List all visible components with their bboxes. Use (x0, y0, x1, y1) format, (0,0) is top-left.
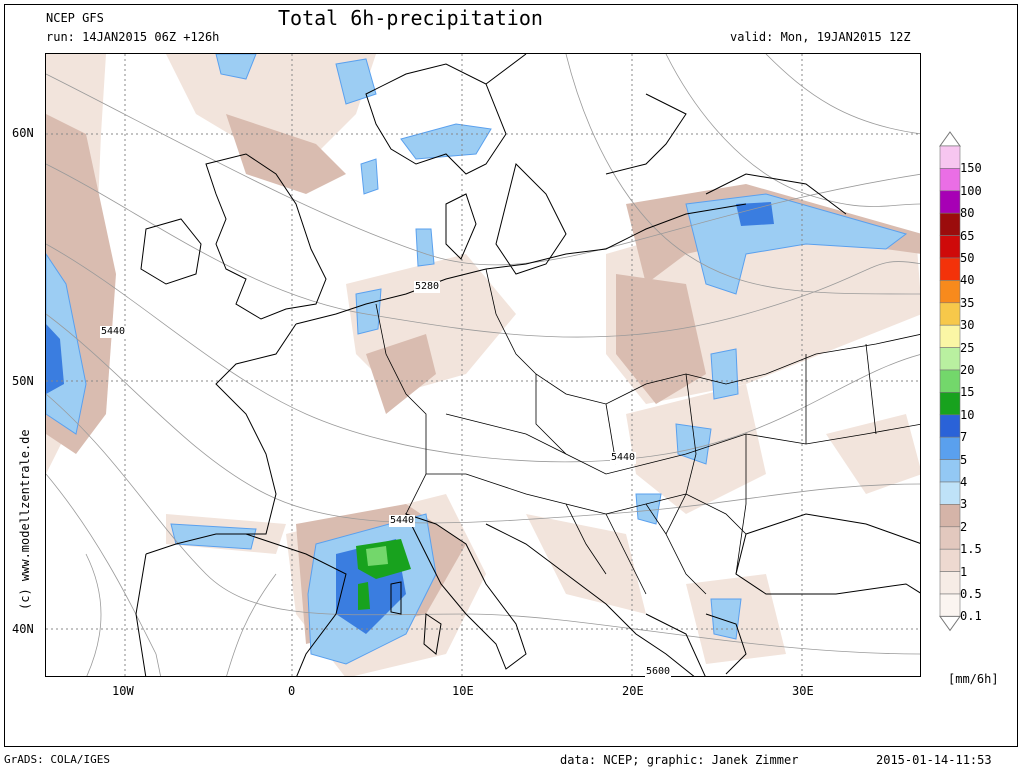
legend-label-35: 35 (960, 295, 975, 310)
lat-label-50n: 50N (12, 374, 34, 388)
legend-swatch-7 (939, 414, 961, 438)
legend-swatch-40 (939, 257, 961, 281)
lon-label-20e: 20E (622, 684, 644, 698)
legend-label-65: 65 (960, 228, 975, 243)
legend-label-15: 15 (960, 385, 975, 400)
legend-label-20: 20 (960, 363, 975, 377)
contour-label-5440-east: 5440 (610, 452, 637, 464)
legend-swatch-0.5 (939, 571, 961, 595)
legend-swatch-15 (939, 369, 961, 393)
legend-top-arrow (939, 131, 961, 147)
contour-label-5440-south: 5440 (389, 515, 416, 527)
lon-label-10e: 10E (452, 684, 474, 698)
watermark-text: (c) www.modellzentrale.de (18, 429, 32, 610)
legend-label-10: 10 (960, 407, 975, 422)
legend-swatch-3 (939, 481, 961, 505)
map-title: Total 6h-precipitation (278, 6, 543, 30)
lon-label-0: 0 (288, 684, 296, 698)
legend-label-1.5: 1.5 (960, 542, 982, 557)
legend-label-150: 150 (960, 161, 982, 176)
legend-label-0.1: 0.1 (960, 609, 982, 624)
legend-label-0.5: 0.5 (960, 587, 982, 601)
contour-label-5600: 5600 (645, 666, 672, 678)
footer-timestamp: 2015-01-14-11:53 (876, 753, 992, 767)
precipitation-map (45, 53, 921, 677)
legend-colorbar (939, 131, 961, 632)
legend-swatch-100 (939, 168, 961, 192)
legend-label-4: 4 (960, 475, 968, 489)
contour-label-5440-west: 5440 (100, 326, 127, 338)
map-graphic (46, 54, 920, 676)
legend-label-3: 3 (960, 497, 968, 512)
legend-label-2: 2 (960, 519, 968, 534)
legend-label-50: 50 (960, 251, 975, 265)
legend-swatch-1 (939, 548, 961, 572)
legend-swatch-5 (939, 436, 961, 460)
precip-blue-areas (46, 54, 908, 665)
contour-label-5280: 5280 (414, 281, 441, 293)
legend-swatch-0.1 (939, 593, 961, 617)
lon-label-30e: 30E (792, 684, 814, 698)
legend-label-1: 1 (960, 564, 968, 579)
legend-swatch-150 (939, 145, 961, 169)
lon-label-10w: 10W (112, 684, 134, 698)
legend-label-40: 40 (960, 273, 975, 288)
precip-light-areas (46, 54, 920, 676)
footer-grads: GrADS: COLA/IGES (4, 753, 110, 766)
legend-swatch-50 (939, 235, 961, 259)
legend-swatch-35 (939, 280, 961, 304)
grid-lines (46, 54, 920, 676)
legend-swatch-25 (939, 324, 961, 348)
chart-frame (4, 4, 1018, 747)
legend-swatch-80 (939, 190, 961, 214)
precip-brown-areas (46, 114, 920, 644)
legend-swatch-1.5 (939, 526, 961, 550)
valid-time: valid: Mon, 19JAN2015 12Z (730, 30, 911, 44)
legend-swatch-30 (939, 302, 961, 326)
legend-swatch-4 (939, 459, 961, 483)
legend-swatch-2 (939, 504, 961, 528)
legend-unit: [mm/6h] (948, 672, 999, 686)
legend-label-100: 100 (960, 183, 982, 198)
legend-label-5: 5 (960, 452, 968, 467)
legend-bottom-arrow (939, 615, 961, 632)
legend-label-25: 25 (960, 340, 975, 355)
footer-credits: data: NCEP; graphic: Janek Zimmer (560, 753, 799, 767)
legend-label-80: 80 (960, 206, 975, 221)
run-info: run: 14JAN2015 06Z +126h (46, 30, 220, 44)
lat-label-60n: 60N (12, 126, 34, 140)
legend-swatch-10 (939, 392, 961, 416)
legend-label-7: 7 (960, 430, 968, 445)
model-name: NCEP GFS (46, 11, 104, 25)
legend-swatch-20 (939, 347, 961, 371)
geopotential-contours (46, 54, 920, 676)
coastlines (135, 54, 920, 676)
legend-swatch-65 (939, 212, 961, 236)
precip-lightgreen-areas (366, 546, 388, 566)
legend-label-30: 30 (960, 318, 975, 333)
lat-label-40n: 40N (12, 622, 34, 636)
